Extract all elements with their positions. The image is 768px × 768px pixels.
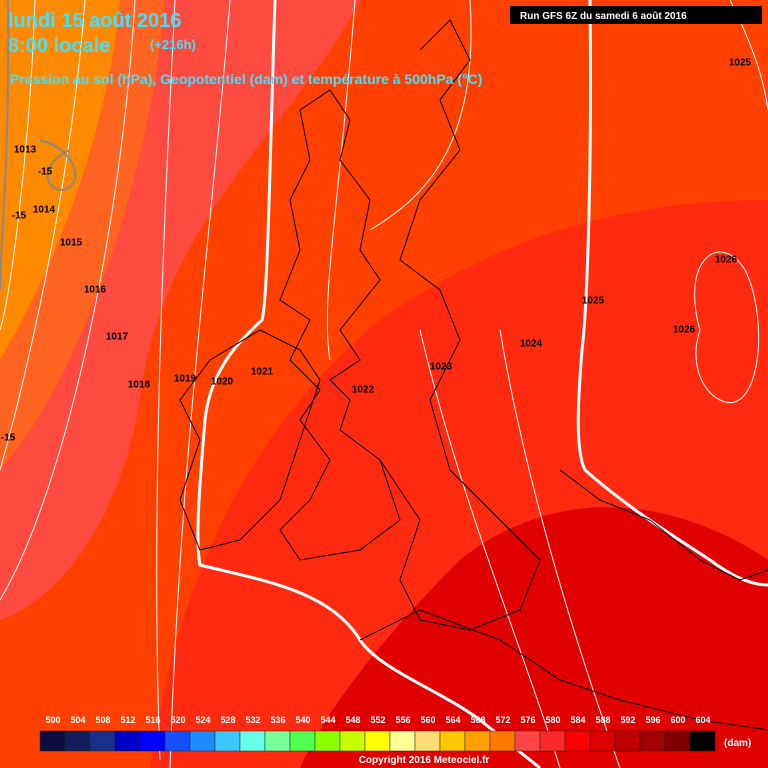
- date: lundi 15 août 2016: [8, 10, 181, 32]
- colorbar-tick: 536: [270, 715, 285, 725]
- colorbar-tick: 548: [345, 715, 360, 725]
- copyright: Copyright 2016 Meteociel.fr: [359, 755, 490, 766]
- colorbar-tick: 520: [170, 715, 185, 725]
- isobar-label: 1018: [128, 380, 151, 391]
- colorbar-tick: 516: [145, 715, 160, 725]
- temperature-labels: -15 -15 -15: [1, 167, 53, 444]
- colorbar-swatch: [339, 730, 366, 752]
- colorbar-swatch: [489, 730, 516, 752]
- temperature-line: [0, 0, 10, 291]
- colorbar-swatch: [689, 730, 716, 752]
- warm-band-2: [0, 0, 165, 470]
- run-box: [510, 6, 762, 24]
- colorbar-tick: 576: [520, 715, 535, 725]
- temperature-label: -15: [12, 211, 27, 222]
- isobar-label: 1026: [673, 325, 696, 336]
- isobar-label: 1025: [729, 58, 752, 69]
- colorbar-swatch: [439, 730, 466, 752]
- temperature-label: -15: [38, 167, 53, 178]
- colorbar-tick: 600: [670, 715, 685, 725]
- temperature-line: [39, 139, 77, 192]
- colorbar-swatch: [639, 730, 666, 752]
- colorbar-swatch: [314, 730, 341, 752]
- colorbar-tick: 500: [45, 715, 60, 725]
- colorbar-swatch: [239, 730, 266, 752]
- colorbar-swatch: [164, 730, 191, 752]
- colorbar-swatch: [564, 730, 591, 752]
- isobar-label: 1017: [106, 332, 129, 343]
- colorbar-tick: 588: [595, 715, 610, 725]
- isobar-label: 1019: [174, 374, 197, 385]
- colorbar-swatch: [89, 730, 116, 752]
- colorbar-tick: 504: [70, 715, 85, 725]
- colorbar-unit: (dam): [724, 738, 751, 749]
- isobar-label: 1020: [211, 377, 234, 388]
- colorbar-swatch: [414, 730, 441, 752]
- colorbar-swatch: [364, 730, 391, 752]
- colorbar-swatch: [64, 730, 91, 752]
- colorbar-tick: 556: [395, 715, 410, 725]
- colorbar-swatch: [139, 730, 166, 752]
- colorbar-tick: 604: [695, 715, 710, 725]
- colorbar-tick: 540: [295, 715, 310, 725]
- isobar-label: 1015: [60, 238, 83, 249]
- colorbar-tick: 592: [620, 715, 635, 725]
- colorbar-tick: 528: [220, 715, 235, 725]
- colorbar-swatch: [589, 730, 616, 752]
- temperature-label: -15: [1, 433, 16, 444]
- colorbar-swatch: [664, 730, 691, 752]
- time: 8:00 locale: [8, 35, 110, 57]
- isobar-label: 1016: [84, 285, 107, 296]
- isobar-label: 1022: [352, 385, 375, 396]
- run: Run GFS 6Z du samedi 6 août 2016: [520, 11, 687, 22]
- isobar-label: 1013: [14, 145, 37, 156]
- isobar-label: 1024: [520, 339, 543, 350]
- colorbar-swatch: [189, 730, 216, 752]
- colorbar-swatch: [114, 730, 141, 752]
- isobar-label: 1025: [582, 296, 605, 307]
- colorbar-tick: 580: [545, 715, 560, 725]
- colorbar-swatch: [614, 730, 641, 752]
- colorbar-swatch: [289, 730, 316, 752]
- colorbar-tick: 544: [320, 715, 335, 725]
- main-isobars: [196, 0, 768, 768]
- colorbar-swatch: [389, 730, 416, 752]
- band-5: [300, 507, 768, 768]
- colorbar-tick: 596: [645, 715, 660, 725]
- colorbar-swatch: [264, 730, 291, 752]
- isobar-label: 1014: [33, 205, 56, 216]
- colorbar-tick: 512: [120, 715, 135, 725]
- colorbar-tick: 524: [195, 715, 210, 725]
- colorbar-tick: 532: [245, 715, 260, 725]
- warm-band-3: [0, 0, 360, 620]
- colorbar-swatch: [464, 730, 491, 752]
- colorbar-tick: 564: [445, 715, 460, 725]
- isobar-labels: 1025 1026 1026 1025 1024 1023 1022 1021 1020 1019…: [14, 58, 752, 396]
- colorbar-swatch: [514, 730, 541, 752]
- isobar-label: 1021: [251, 367, 274, 378]
- coastlines: [179, 19, 768, 731]
- colorbar: 500 504 508 512 516 520 524 528 532 536 540 544 548 5…: [39, 715, 716, 752]
- subtitle: Pression au sol (hPa), Geopotentiel (dam…: [10, 71, 482, 87]
- colorbar-swatch: [39, 730, 66, 752]
- colorbar-swatch: [539, 730, 566, 752]
- colorbar-tick: 572: [495, 715, 510, 725]
- colorbar-swatch: [214, 730, 241, 752]
- colorbar-tick: 552: [370, 715, 385, 725]
- isobar-label: 1026: [715, 255, 738, 266]
- isobar-label: 1023: [430, 362, 453, 373]
- colorbar-tick: 508: [95, 715, 110, 725]
- colorbar-tick: 560: [420, 715, 435, 725]
- colorbar-tick: 568: [470, 715, 485, 725]
- colorbar-tick: 584: [570, 715, 585, 725]
- offset: (+216h): [150, 37, 196, 52]
